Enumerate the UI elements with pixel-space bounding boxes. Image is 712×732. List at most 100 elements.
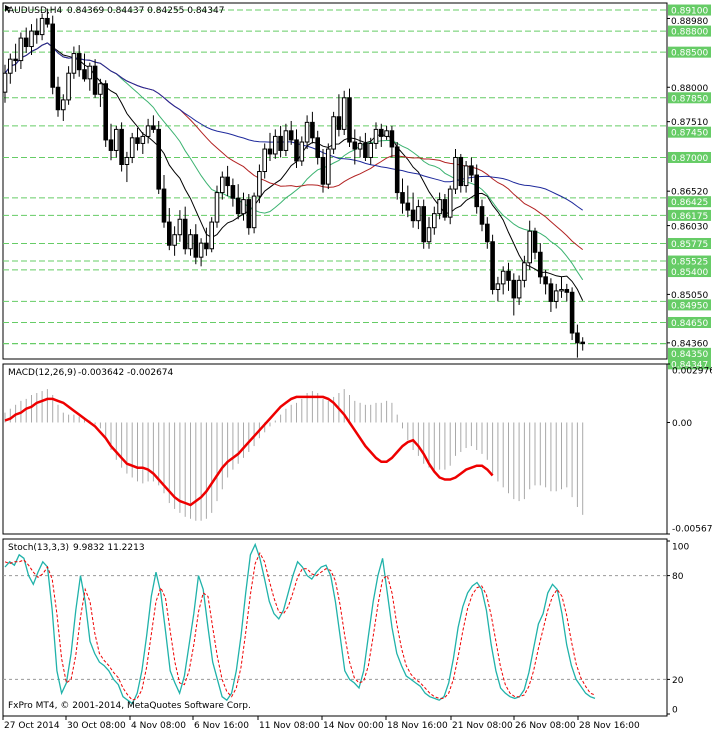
candle-body-bull (553, 290, 559, 302)
candle (225, 165, 230, 197)
candle-body-bull (71, 53, 77, 74)
candle-body-bull (220, 176, 225, 194)
candle-body-bull (214, 192, 220, 223)
candle (538, 243, 543, 284)
candle-body-bear (548, 283, 554, 302)
candle-body-bear (50, 23, 56, 88)
price-label-highlight (668, 255, 711, 267)
candle-body-bear (363, 142, 368, 158)
candle (447, 185, 453, 225)
candle (92, 59, 98, 98)
candle-body-bull (453, 156, 458, 190)
candle (34, 18, 40, 44)
candle-body-bear (193, 234, 199, 258)
price-label-highlight (668, 4, 711, 16)
candle-body-bear (569, 291, 575, 334)
macd-tick-label: -0.005675 (672, 525, 712, 535)
candles[interactable] (2, 8, 586, 358)
candle (188, 229, 193, 256)
macd-tick-label: 0.00 (672, 419, 692, 429)
candle (76, 45, 82, 77)
macd-panel[interactable]: 0.002976 0.00 -0.005675 MACD(12,26,9) -0.0… (2, 363, 712, 535)
candle (341, 90, 347, 136)
candle (220, 171, 225, 200)
candle (241, 192, 246, 221)
candle (315, 130, 320, 165)
price-tick-label: 0.85525 (671, 258, 708, 268)
candle-body-bull (39, 17, 45, 36)
copyright-text: FxPro MT4, © 2001-2014, MetaQuotes Softw… (8, 701, 251, 711)
price-tick-label: 0.88980 (671, 17, 708, 27)
candle-body-bull (29, 30, 34, 48)
candle-body-bear (394, 146, 400, 194)
candle (410, 192, 416, 228)
candle-body-bull (516, 279, 522, 299)
candle-body-bull (522, 262, 527, 281)
candle (55, 76, 61, 117)
candle-body-bear (288, 130, 294, 141)
candle (235, 184, 241, 220)
candle-body-bull (172, 234, 177, 246)
candle (453, 149, 458, 194)
candle-body-bear (379, 128, 384, 137)
stoch-label: Stoch(13,3,3) (8, 543, 69, 553)
ohlc-values: 0.84369 0.84437 0.84255 0.84347 (67, 6, 224, 16)
candle-body-bear (469, 165, 474, 176)
candle-body-bull (61, 99, 66, 111)
candle-body-bear (108, 139, 114, 151)
candle (156, 120, 161, 194)
candle (294, 129, 299, 169)
candle (257, 164, 262, 204)
candle-body-bear (135, 137, 140, 144)
candle-body-bull (257, 171, 262, 197)
candle-body-bear (103, 83, 109, 141)
candle (273, 129, 278, 159)
candle (495, 276, 501, 302)
candle-body-bear (347, 97, 352, 143)
macd-values: -0.003642 -0.002674 (78, 368, 174, 378)
candle-body-bull (500, 270, 506, 285)
price-tick-label: 0.85050 (671, 291, 708, 301)
candle-body-bear (156, 128, 161, 190)
candle-body-bull (373, 128, 379, 144)
candle (283, 123, 289, 157)
candle-body-bear (76, 53, 82, 71)
candle (485, 217, 490, 249)
candle (13, 43, 18, 72)
candle (479, 199, 485, 232)
candle-body-bear (458, 156, 464, 187)
candle-body-bull (66, 72, 71, 101)
candle (543, 269, 548, 295)
time-tick-label: 18 Nov 16:00 (387, 721, 448, 731)
candle-body-bear (204, 242, 209, 250)
time-tick-label: 27 Oct 2014 (4, 721, 60, 731)
stoch-tick-label: 100 (672, 543, 689, 553)
candle (193, 224, 199, 265)
price-tick-label: 0.86175 (671, 212, 708, 222)
candle-body-bull (283, 130, 289, 151)
price-tick-label: 0.87000 (671, 154, 708, 164)
candle-body-bull (114, 128, 119, 151)
candle (569, 287, 575, 341)
candle (432, 206, 437, 235)
candle (161, 175, 167, 228)
price-label-highlight (668, 316, 711, 328)
candle-body-bear (278, 135, 283, 151)
candle (167, 208, 172, 251)
candle-body-bear (34, 30, 40, 36)
price-level-lines (3, 9, 667, 345)
candle-body-bear (246, 199, 252, 229)
candle (522, 255, 527, 288)
candle-body-bear (235, 197, 241, 215)
candle-body-bear (442, 199, 448, 218)
candle (394, 142, 400, 200)
candle-body-bear (532, 230, 538, 253)
time-tick-label: 28 Nov 16:00 (579, 721, 640, 731)
candle (182, 206, 188, 255)
price-tick-label: 0.85400 (671, 268, 708, 278)
price-label-highlight (668, 266, 711, 278)
candle-body-bear (400, 192, 405, 204)
stoch-panel[interactable]: 100 80 20 0 Stoch(13,3,3) 9.9832 11.2213 Fx… (2, 538, 689, 717)
